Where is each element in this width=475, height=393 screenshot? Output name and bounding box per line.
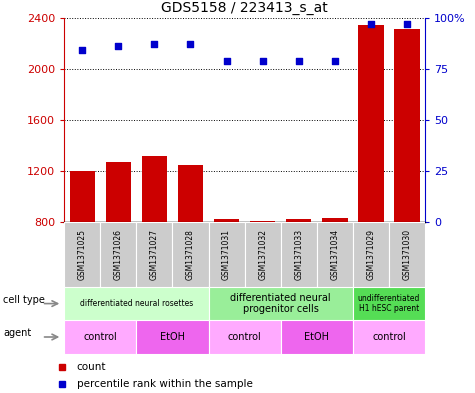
Bar <box>281 222 317 287</box>
Bar <box>353 287 425 320</box>
Text: GSM1371030: GSM1371030 <box>403 229 411 280</box>
Text: agent: agent <box>3 328 31 338</box>
Text: control: control <box>83 332 117 342</box>
Bar <box>214 219 239 222</box>
Text: EtOH: EtOH <box>304 332 329 342</box>
Bar <box>250 221 276 222</box>
Text: count: count <box>77 362 106 372</box>
Point <box>114 43 122 50</box>
Bar <box>105 162 131 222</box>
Point <box>403 21 411 27</box>
Text: GSM1371033: GSM1371033 <box>294 229 303 280</box>
Text: control: control <box>372 332 406 342</box>
Point <box>259 57 266 64</box>
Bar <box>317 222 353 287</box>
Text: differentiated neural
progenitor cells: differentiated neural progenitor cells <box>230 293 331 314</box>
Bar <box>209 222 245 287</box>
Bar <box>209 287 353 320</box>
Text: percentile rank within the sample: percentile rank within the sample <box>77 379 253 389</box>
Bar <box>136 320 209 354</box>
Text: undifferentiated
H1 hESC parent: undifferentiated H1 hESC parent <box>358 294 420 313</box>
Text: GSM1371032: GSM1371032 <box>258 229 267 280</box>
Bar <box>64 222 100 287</box>
Bar <box>178 165 203 222</box>
Bar <box>136 222 172 287</box>
Point <box>151 41 158 48</box>
Text: GSM1371027: GSM1371027 <box>150 229 159 280</box>
Bar <box>100 222 136 287</box>
Bar <box>322 218 348 222</box>
Point <box>187 41 194 48</box>
Point <box>78 47 86 53</box>
Bar <box>142 156 167 222</box>
Text: differentiated neural rosettes: differentiated neural rosettes <box>80 299 193 308</box>
Point <box>223 57 230 64</box>
Bar <box>64 320 136 354</box>
Text: EtOH: EtOH <box>160 332 185 342</box>
Bar <box>394 29 420 222</box>
Bar <box>209 320 281 354</box>
Text: cell type: cell type <box>3 295 45 305</box>
Point <box>331 57 339 64</box>
Bar <box>286 219 312 222</box>
Point <box>367 21 375 27</box>
Bar <box>353 222 389 287</box>
Bar <box>64 287 209 320</box>
Bar <box>245 222 281 287</box>
Text: GSM1371034: GSM1371034 <box>331 229 339 280</box>
Text: GSM1371029: GSM1371029 <box>367 229 375 280</box>
Bar <box>172 222 209 287</box>
Text: GSM1371031: GSM1371031 <box>222 229 231 280</box>
Bar <box>353 320 425 354</box>
Bar <box>281 320 353 354</box>
Bar <box>69 171 95 222</box>
Text: GSM1371025: GSM1371025 <box>78 229 86 280</box>
Text: GSM1371028: GSM1371028 <box>186 229 195 280</box>
Text: GSM1371026: GSM1371026 <box>114 229 123 280</box>
Point <box>295 57 303 64</box>
Bar <box>389 222 425 287</box>
Title: GDS5158 / 223413_s_at: GDS5158 / 223413_s_at <box>161 1 328 15</box>
Text: control: control <box>228 332 262 342</box>
Bar <box>358 25 384 222</box>
